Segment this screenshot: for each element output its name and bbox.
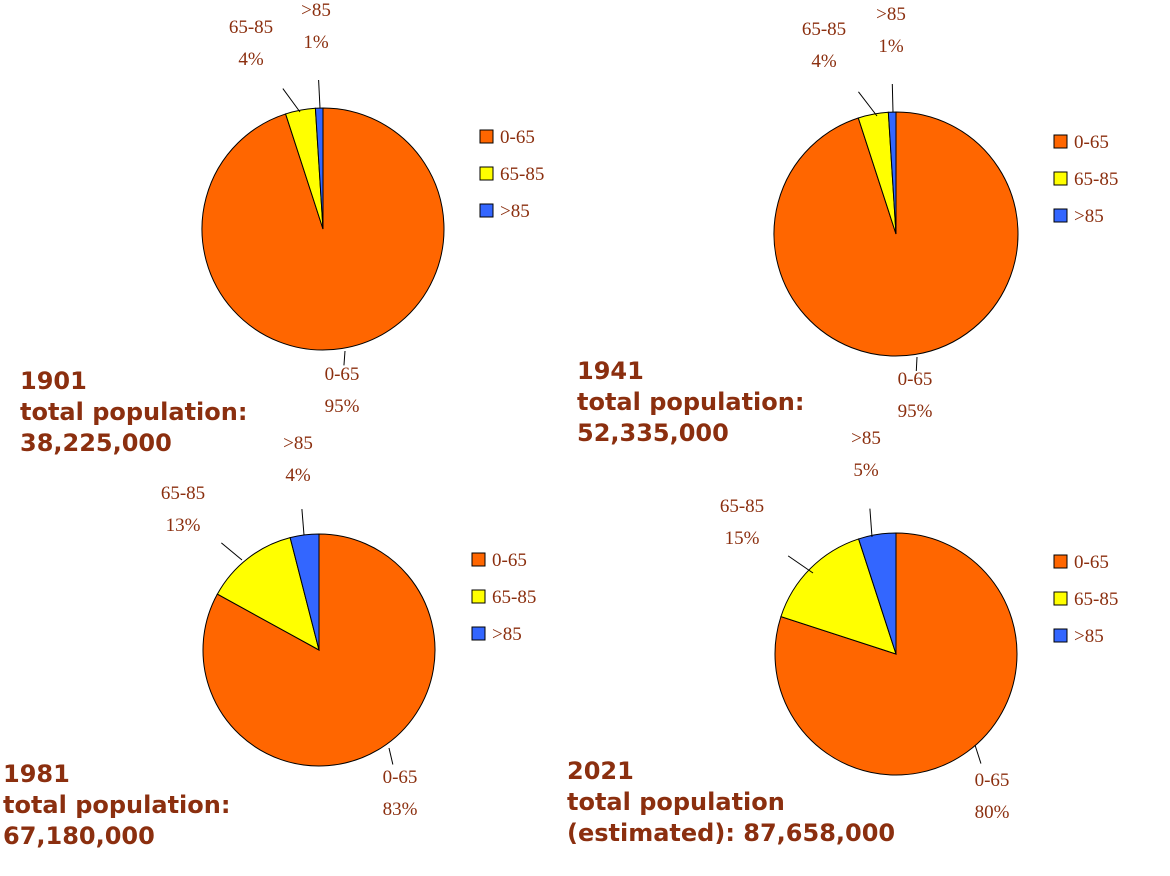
legend-label: >85 [492,624,522,645]
caption-year: 1981 [3,760,70,788]
leader-line [343,350,346,366]
slice-label-percent: 1% [878,36,904,57]
slice-label-category: >85 [301,0,331,21]
slice-label-category: 0-65 [383,767,418,788]
caption-2021: 2021 total population (estimated): 87,65… [567,756,895,849]
slice-label-percent: 4% [285,465,311,486]
pie-chart-2021: 0-65 80% 65-85 15% >85 5% 0-65 65-85 >85 [720,428,1118,823]
caption-year: 1941 [577,357,644,385]
slice-label-category: 0-65 [975,770,1010,791]
pie-slice-65-85 [216,537,320,651]
slice-label-category: 65-85 [229,17,273,38]
legend-label: 65-85 [1074,169,1118,190]
slice-label-category: >85 [283,433,313,454]
caption-line: total population: [3,791,231,819]
legend-swatch [1053,628,1068,643]
caption-total: (estimated): 87,658,000 [567,819,896,847]
caption-year: 1901 [20,367,87,395]
leader-line [869,508,873,538]
legend: 0-65 65-85 >85 [479,127,544,222]
legend-label: >85 [1074,206,1104,227]
leader-line [318,79,321,109]
pie-slice-over-85 [857,532,897,655]
legend-swatch [1053,208,1068,223]
pie-slice-over-85 [887,111,897,235]
slice-label-percent: 83% [383,799,418,820]
legend-label: 0-65 [492,550,527,571]
legend: 0-65 65-85 >85 [1053,132,1118,227]
slice-label-category: >85 [876,4,906,25]
leader-line [221,542,243,561]
legend-swatch [1053,591,1068,606]
slice-label-category: 0-65 [898,369,933,390]
caption-line: total population: [577,388,805,416]
legend-swatch [471,552,486,567]
legend: 0-65 65-85 >85 [1053,552,1118,647]
caption-year: 2021 [567,757,634,785]
leader-line [858,91,878,117]
legend-swatch [471,589,486,604]
slice-label-percent: 1% [303,32,329,53]
pie-chart-1981: 0-65 83% 65-85 13% >85 4% 0-65 65-85 >85 [161,433,536,820]
leader-line [282,88,301,113]
caption-1901: 1901 total population: 38,225,000 [20,366,247,459]
slice-label-category: >85 [851,428,881,449]
legend-label: >85 [500,201,530,222]
caption-total: 38,225,000 [20,429,172,457]
leader-line [915,356,918,372]
caption-1941: 1941 total population: 52,335,000 [577,356,804,449]
leader-line [388,747,394,765]
slice-label-percent: 15% [725,528,760,549]
leader-line [787,555,814,574]
slice-label-percent: 95% [325,396,360,417]
legend-swatch [479,129,494,144]
leader-line [891,83,894,113]
caption-line: total population [567,788,785,816]
legend-swatch [479,203,494,218]
legend-label: 0-65 [1074,132,1109,153]
legend-swatch [471,626,486,641]
slice-label-percent: 95% [898,401,933,422]
legend-label: 0-65 [1074,552,1109,573]
slice-label-category: 65-85 [161,483,205,504]
leader-line [974,744,982,764]
slice-label-category: 65-85 [802,19,846,40]
slice-label-percent: 4% [811,51,837,72]
legend-swatch [1053,171,1068,186]
pie-chart-1941: 0-65 95% 65-85 4% >85 1% 0-65 65-85 >85 [773,4,1118,422]
legend-swatch [1053,554,1068,569]
slice-label-percent: 13% [166,515,201,536]
legend-label: 65-85 [1074,589,1118,610]
slice-label-category: 0-65 [325,364,360,385]
legend-swatch [479,166,494,181]
pie-slice-over-85 [314,107,324,230]
legend-swatch [1053,134,1068,149]
caption-line: total population: [20,398,248,426]
leader-line [301,509,305,536]
pie-chart-1901: 0-65 95% 65-85 4% >85 1% 0-65 65-85 >85 [201,0,544,417]
caption-total: 67,180,000 [3,822,155,850]
legend-label: >85 [1074,626,1104,647]
slice-label-percent: 4% [238,49,264,70]
legend: 0-65 65-85 >85 [471,550,536,645]
slice-label-percent: 80% [975,802,1010,823]
slice-label-percent: 5% [853,460,879,481]
legend-label: 65-85 [500,164,544,185]
pie-slice-65-85 [780,538,897,655]
caption-1981: 1981 total population: 67,180,000 [3,759,230,852]
slice-label-category: 65-85 [720,496,764,517]
legend-label: 65-85 [492,587,536,608]
caption-total: 52,335,000 [577,419,729,447]
legend-label: 0-65 [500,127,535,148]
